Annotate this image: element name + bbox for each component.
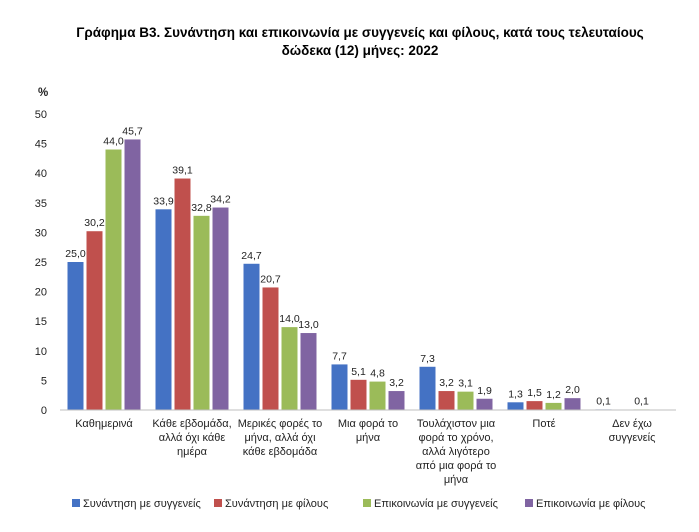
bar	[476, 398, 493, 410]
category-label: Τουλάχιστον μια φορά το χρόνο, αλλά λιγότε…	[416, 418, 497, 486]
legend-swatch	[525, 499, 533, 507]
bar	[388, 391, 405, 410]
legend: Συνάντηση με συγγενείς Συνάντηση με φίλου…	[72, 498, 645, 510]
bar	[457, 391, 474, 410]
data-label: 20,7	[260, 273, 281, 285]
data-label: 4,8	[370, 368, 385, 380]
y-tick-label: 0	[41, 405, 47, 417]
bar	[86, 231, 103, 410]
data-label: 7,3	[420, 353, 435, 365]
data-label: 1,9	[477, 385, 492, 397]
chart-title-line-1: Γράφημα Β3. Συνάντηση και επικοινωνία με…	[76, 25, 644, 40]
category-label: Δεν έχω συγγενείς	[609, 418, 656, 444]
data-label: 1,2	[546, 389, 561, 401]
bar	[545, 402, 562, 410]
y-tick-label: 45	[35, 139, 47, 151]
data-label: 0,1	[634, 395, 649, 407]
data-label: 32,8	[191, 202, 212, 214]
data-label: 5,1	[351, 366, 366, 378]
y-tick-label: 20	[35, 287, 47, 299]
data-label: 34,2	[210, 194, 231, 206]
category-label: Ποτέ	[532, 418, 555, 430]
data-label: 45,7	[122, 125, 143, 137]
y-axis-ticks: 0 5 10 15 20 25 30 35 40 45 50	[35, 109, 47, 417]
data-label: 3,2	[439, 377, 454, 389]
legend-swatch	[72, 499, 80, 507]
data-label: 33,9	[153, 195, 174, 207]
data-labels: 25,0 30,2 44,045,7 33,9 39,1 32,834,2 24,7 20,7…	[65, 125, 649, 407]
chart-title-line-2: δώδεκα (12) μήνες: 2022	[281, 43, 439, 58]
data-label: 24,7	[241, 250, 262, 262]
data-label: 44,0	[103, 136, 124, 148]
data-label: 13,0	[298, 319, 319, 331]
data-label: 1,5	[527, 387, 542, 399]
legend-label: Επικοινωνία με συγγενείς	[374, 498, 498, 510]
data-label: 25,0	[65, 248, 86, 260]
data-label: 1,3	[508, 388, 523, 400]
bar	[105, 149, 122, 410]
y-tick-label: 15	[35, 316, 47, 328]
data-label: 3,1	[458, 378, 473, 390]
legend-label: Συνάντηση με συγγενείς	[83, 498, 201, 510]
data-label: 3,2	[389, 377, 404, 389]
bar	[564, 398, 581, 410]
data-label: 0,1	[596, 395, 611, 407]
category-labels: Καθημερινά Κάθε εβδομάδα, αλλά όχι κάθε ημέ…	[75, 418, 655, 486]
bar	[212, 207, 229, 410]
data-label: 2,0	[565, 384, 580, 396]
bar	[124, 139, 141, 410]
chart-title: Γράφημα Β3. Συνάντηση και επικοινωνία με…	[40, 24, 680, 60]
bar	[331, 364, 348, 410]
bars	[67, 139, 650, 410]
bar	[174, 178, 191, 410]
y-tick-label: 50	[35, 109, 47, 121]
bar	[419, 366, 436, 410]
y-tick-label: 10	[35, 346, 47, 358]
data-label: 14,0	[279, 313, 300, 325]
category-label: Καθημερινά	[75, 418, 133, 430]
y-axis-unit-label: %	[38, 87, 48, 99]
legend-swatch	[214, 499, 222, 507]
legend-label: Επικοινωνία με φίλους	[536, 498, 645, 510]
y-tick-label: 5	[41, 375, 47, 387]
bar	[281, 327, 298, 410]
data-label: 30,2	[84, 217, 105, 229]
bar	[155, 209, 172, 410]
legend-swatch	[363, 499, 371, 507]
category-label: Μερικές φορές το μήνα, αλλά όχι κάθε εβδομ…	[238, 418, 323, 458]
bar	[67, 262, 84, 410]
category-label: Κάθε εβδομάδα, αλλά όχι κάθε ημέρα	[152, 418, 231, 458]
bar	[193, 215, 210, 410]
bar	[526, 401, 543, 410]
bar	[438, 391, 455, 410]
bar	[369, 381, 386, 410]
y-tick-label: 35	[35, 198, 47, 210]
y-tick-label: 40	[35, 168, 47, 180]
bar	[507, 402, 524, 410]
bar	[350, 379, 367, 410]
bar	[300, 333, 317, 410]
y-tick-label: 25	[35, 257, 47, 269]
category-label: Μια φορά το μήνα	[338, 418, 398, 444]
bar	[262, 287, 279, 410]
data-label: 39,1	[172, 165, 193, 177]
data-label: 7,7	[332, 350, 347, 362]
y-tick-label: 30	[35, 227, 47, 239]
bar	[243, 263, 260, 410]
legend-label: Συνάντηση με φίλους	[225, 498, 328, 510]
